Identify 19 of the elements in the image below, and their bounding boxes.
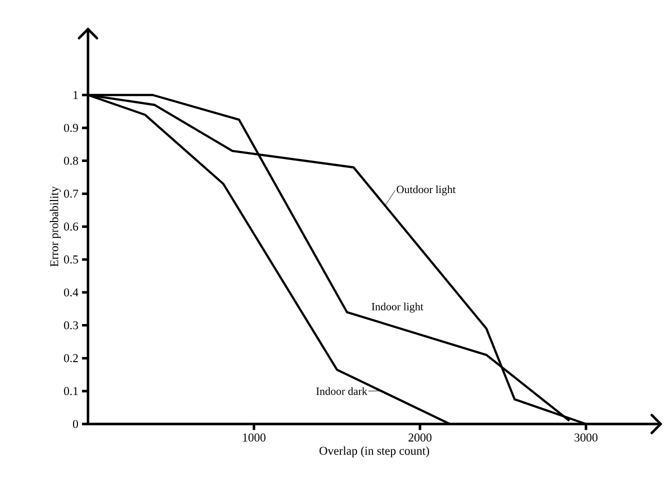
y-tick-label: 0.5 — [64, 255, 78, 264]
y-tick-label: 0.8 — [64, 156, 78, 165]
x-tick-label: 3000 — [574, 433, 598, 442]
x-tick-label: 1000 — [243, 433, 266, 442]
y-tick-label: 0.7 — [64, 190, 78, 198]
y-tick-label: 0.4 — [64, 288, 78, 296]
y-tick-label: 1 — [74, 91, 78, 99]
y-tick-label: 0.3 — [64, 321, 78, 330]
x-axis-title: Overlap (in step count) — [320, 446, 430, 458]
y-tick-label: 0.2 — [64, 354, 78, 362]
y-axis-title: Error probability — [50, 186, 61, 267]
y-tick-label: 0.6 — [64, 222, 78, 231]
legend-label: Outdoor light — [396, 185, 456, 196]
y-tick-label: 0.9 — [64, 124, 78, 132]
series-label: Indoor dark — [316, 387, 368, 395]
y-tick-label: 0.1 — [64, 387, 78, 396]
series-label: Indoor light — [372, 302, 424, 313]
y-tick-label: 0 — [72, 420, 78, 428]
x-tick-label: 2000 — [408, 433, 432, 442]
